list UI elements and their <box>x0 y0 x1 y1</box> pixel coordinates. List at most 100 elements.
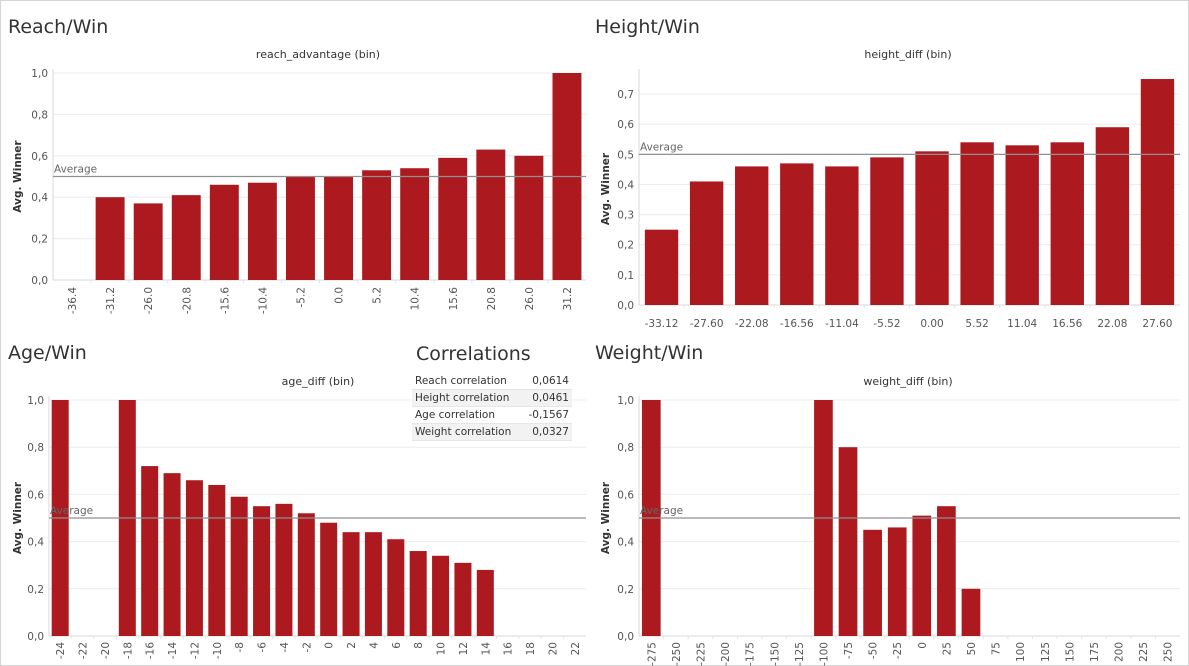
x-tick-label: -18 <box>122 642 134 659</box>
bar <box>915 151 949 305</box>
bar <box>961 588 981 636</box>
bar <box>364 532 382 636</box>
x-tick-label: 200 <box>1114 642 1126 662</box>
x-tick-label: 12 <box>458 642 470 655</box>
bar <box>320 522 338 636</box>
x-tick-label: -175 <box>745 642 757 666</box>
y-tick-label: 0,4 <box>31 192 48 204</box>
bar <box>230 496 248 636</box>
x-tick-label: -6 <box>257 642 269 653</box>
y-tick-label: 0,2 <box>617 240 634 252</box>
bar <box>297 513 315 636</box>
x-tick-label: -11.04 <box>825 318 859 330</box>
bar <box>171 195 201 280</box>
correlation-label: Weight correlation <box>412 423 522 441</box>
x-tick-label: -14 <box>167 642 179 659</box>
bar <box>400 168 430 280</box>
x-tick-label: 14 <box>480 642 492 656</box>
table-row: Height correlation 0,0461 <box>412 389 572 407</box>
x-tick-label: -250 <box>671 642 683 666</box>
y-tick-label: 0,8 <box>27 442 44 454</box>
reach-panel-title: Reach/Win <box>8 16 109 38</box>
y-tick-label: 0,2 <box>27 584 44 596</box>
average-label: Average <box>50 505 93 517</box>
y-tick-label: 0,4 <box>617 179 634 191</box>
correlations-title: Correlations <box>416 343 531 365</box>
bar <box>870 157 904 305</box>
bar <box>1140 79 1175 305</box>
x-tick-label: -75 <box>843 642 855 659</box>
x-tick-label: -200 <box>720 642 732 666</box>
correlation-value: -0,1567 <box>521 406 572 424</box>
x-tick-label: 50 <box>966 642 978 655</box>
y-tick-label: 0,8 <box>31 109 48 121</box>
bar <box>253 506 271 636</box>
x-tick-label: -16 <box>145 642 157 659</box>
correlation-label: Height correlation <box>412 389 522 407</box>
x-tick-label: 16 <box>503 642 515 656</box>
x-tick-label: 25 <box>941 642 953 655</box>
y-tick-label: 1,0 <box>31 68 48 80</box>
bar <box>476 149 506 280</box>
bar <box>863 529 882 636</box>
x-tick-label: -20.8 <box>181 287 193 314</box>
x-tick-label: -16.56 <box>780 318 814 330</box>
y-tick-label: 0,2 <box>31 234 48 246</box>
x-tick-label: -20 <box>100 642 112 659</box>
weight-panel-title: Weight/Win <box>595 342 704 364</box>
bar <box>644 229 679 305</box>
y-tick-label: 0,0 <box>617 300 634 312</box>
correlation-value: 0,0327 <box>521 423 572 441</box>
bar <box>432 555 450 636</box>
x-tick-label: -50 <box>868 642 880 659</box>
x-tick-label: 0 <box>917 642 929 649</box>
x-tick-label: -15.6 <box>219 287 231 314</box>
correlation-value: 0,0614 <box>521 373 572 390</box>
table-row: Weight correlation 0,0327 <box>412 423 572 441</box>
x-tick-label: -10.4 <box>257 287 269 314</box>
x-tick-label: 31.2 <box>562 287 574 310</box>
x-tick-label: 250 <box>1163 642 1175 662</box>
bar <box>1005 145 1039 305</box>
bar <box>285 176 315 280</box>
y-tick-label: 0,6 <box>617 489 634 501</box>
y-tick-label: 0,0 <box>617 631 634 643</box>
y-tick-label: 0,6 <box>27 489 44 501</box>
y-tick-label: 0,0 <box>31 275 48 287</box>
correlations-table: Reach correlation 0,0614 Height correlat… <box>412 373 572 441</box>
x-tick-label: 125 <box>1040 642 1052 662</box>
correlation-label: Age correlation <box>412 406 522 424</box>
x-tick-label: -10 <box>212 642 224 659</box>
y-axis-title: Avg. Winner <box>12 481 24 554</box>
x-tick-label: 11.04 <box>1007 318 1037 330</box>
bar <box>133 203 163 280</box>
bar <box>275 503 293 636</box>
x-tick-label: -24 <box>55 642 67 659</box>
x-tick-label: 0.00 <box>920 318 943 330</box>
x-tick-label: 100 <box>1015 642 1027 662</box>
bar <box>362 170 392 280</box>
x-tick-label: 16.56 <box>1052 318 1082 330</box>
x-tick-label: 0.0 <box>334 287 346 304</box>
bar <box>780 163 814 305</box>
x-tick-label: -31.2 <box>105 287 117 314</box>
x-tick-label: -2 <box>301 642 313 652</box>
bar <box>937 506 956 636</box>
height-win-bar-chart: 0,0 0,1 0,2 0,3 0,4 0,5 0,6 0,7 Avg. Winner -33.1… <box>600 69 1180 330</box>
average-label: Average <box>640 505 683 517</box>
bar <box>208 484 226 636</box>
y-tick-label: 0,6 <box>617 119 634 131</box>
x-tick-label: 20 <box>547 642 559 655</box>
y-tick-label: 0,0 <box>27 631 44 643</box>
bar <box>1050 142 1084 305</box>
bar <box>185 480 203 636</box>
bar <box>838 447 858 636</box>
bar <box>912 515 932 636</box>
x-tick-label: -36.4 <box>67 287 79 314</box>
bar <box>209 184 239 280</box>
bar <box>735 166 769 305</box>
x-tick-label: 5.2 <box>372 287 384 304</box>
x-tick-label: 22.08 <box>1097 318 1127 330</box>
x-tick-label: -25 <box>892 642 904 659</box>
